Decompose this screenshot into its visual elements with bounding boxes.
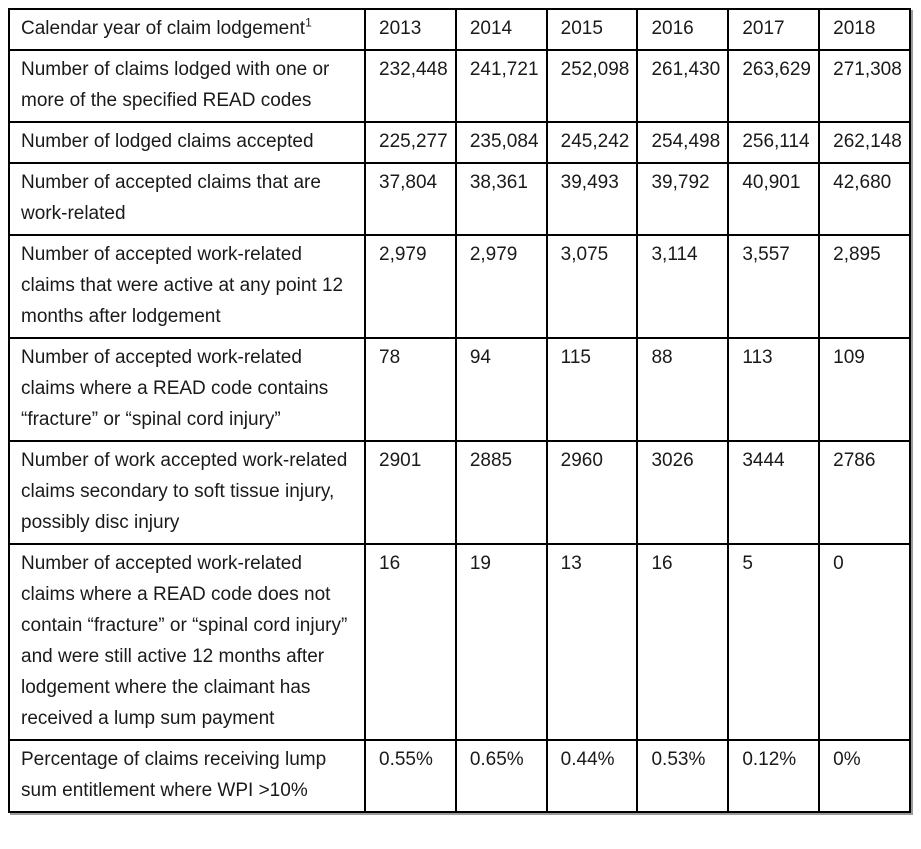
- value-cell: 0.12%: [727, 739, 821, 813]
- value-cell: 262,148: [818, 121, 911, 164]
- value-cell: 16: [364, 543, 457, 741]
- value-cell: 3,114: [636, 234, 730, 339]
- value-cell: 2960: [545, 440, 639, 545]
- value-cell: 256,114: [727, 121, 821, 164]
- year-header-cell: 2014: [454, 8, 548, 51]
- row-label-cell: Number of accepted work-related claims t…: [8, 234, 366, 339]
- value-cell: 0%: [818, 739, 911, 813]
- value-cell: 115: [545, 337, 639, 442]
- year-header-cell: 2013: [364, 8, 457, 51]
- claims-data-table: Calendar year of claim lodgement1 2013 2…: [8, 8, 911, 813]
- value-cell: 39,493: [545, 162, 639, 236]
- value-cell: 2,979: [364, 234, 457, 339]
- footnote-marker: 1: [305, 15, 312, 30]
- value-cell: 3444: [727, 440, 821, 545]
- value-cell: 13: [545, 543, 639, 741]
- row-label-cell: Number of accepted work-related claims w…: [8, 543, 366, 741]
- value-cell: 3026: [636, 440, 730, 545]
- header-label-cell: Calendar year of claim lodgement1: [8, 8, 366, 51]
- table-row-claims-accepted: Number of lodged claims accepted 225,277…: [8, 121, 911, 164]
- value-cell: 2885: [454, 440, 548, 545]
- value-cell: 0.44%: [545, 739, 639, 813]
- value-cell: 2901: [364, 440, 457, 545]
- value-cell: 37,804: [364, 162, 457, 236]
- table-row-soft-tissue: Number of work accepted work-related cla…: [8, 440, 911, 545]
- table-row-work-related: Number of accepted claims that are work-…: [8, 162, 911, 236]
- value-cell: 3,075: [545, 234, 639, 339]
- row-label-cell: Number of lodged claims accepted: [8, 121, 366, 164]
- value-cell: 94: [454, 337, 548, 442]
- value-cell: 0.55%: [364, 739, 457, 813]
- year-header-cell: 2018: [818, 8, 911, 51]
- year-header-cell: 2015: [545, 8, 639, 51]
- table-row-percentage-wpi: Percentage of claims receiving lump sum …: [8, 739, 911, 813]
- value-cell: 109: [818, 337, 911, 442]
- value-cell: 241,721: [454, 49, 548, 123]
- value-cell: 113: [727, 337, 821, 442]
- value-cell: 254,498: [636, 121, 730, 164]
- value-cell: 78: [364, 337, 457, 442]
- value-cell: 39,792: [636, 162, 730, 236]
- row-label-cell: Number of work accepted work-related cla…: [8, 440, 366, 545]
- row-label-cell: Percentage of claims receiving lump sum …: [8, 739, 366, 813]
- row-label-cell: Number of accepted work-related claims w…: [8, 337, 366, 442]
- year-header-cell: 2016: [636, 8, 730, 51]
- value-cell: 5: [727, 543, 821, 741]
- table-row-read-code-contains: Number of accepted work-related claims w…: [8, 337, 911, 442]
- value-cell: 0.53%: [636, 739, 730, 813]
- value-cell: 3,557: [727, 234, 821, 339]
- value-cell: 0.65%: [454, 739, 548, 813]
- value-cell: 271,308: [818, 49, 911, 123]
- value-cell: 245,242: [545, 121, 639, 164]
- header-label: Calendar year of claim lodgement: [21, 18, 306, 39]
- value-cell: 38,361: [454, 162, 548, 236]
- value-cell: 235,084: [454, 121, 548, 164]
- value-cell: 2,979: [454, 234, 548, 339]
- value-cell: 2,895: [818, 234, 911, 339]
- table-row-claims-lodged: Number of claims lodged with one or more…: [8, 49, 911, 123]
- value-cell: 2786: [818, 440, 911, 545]
- value-cell: 16: [636, 543, 730, 741]
- value-cell: 232,448: [364, 49, 457, 123]
- value-cell: 40,901: [727, 162, 821, 236]
- year-header-cell: 2017: [727, 8, 821, 51]
- value-cell: 261,430: [636, 49, 730, 123]
- table-row-lump-sum-payment: Number of accepted work-related claims w…: [8, 543, 911, 741]
- value-cell: 19: [454, 543, 548, 741]
- value-cell: 263,629: [727, 49, 821, 123]
- value-cell: 0: [818, 543, 911, 741]
- value-cell: 252,098: [545, 49, 639, 123]
- row-label-cell: Number of claims lodged with one or more…: [8, 49, 366, 123]
- table-row-active-12-months: Number of accepted work-related claims t…: [8, 234, 911, 339]
- value-cell: 42,680: [818, 162, 911, 236]
- table-header-row: Calendar year of claim lodgement1 2013 2…: [8, 8, 911, 51]
- value-cell: 225,277: [364, 121, 457, 164]
- value-cell: 88: [636, 337, 730, 442]
- row-label-cell: Number of accepted claims that are work-…: [8, 162, 366, 236]
